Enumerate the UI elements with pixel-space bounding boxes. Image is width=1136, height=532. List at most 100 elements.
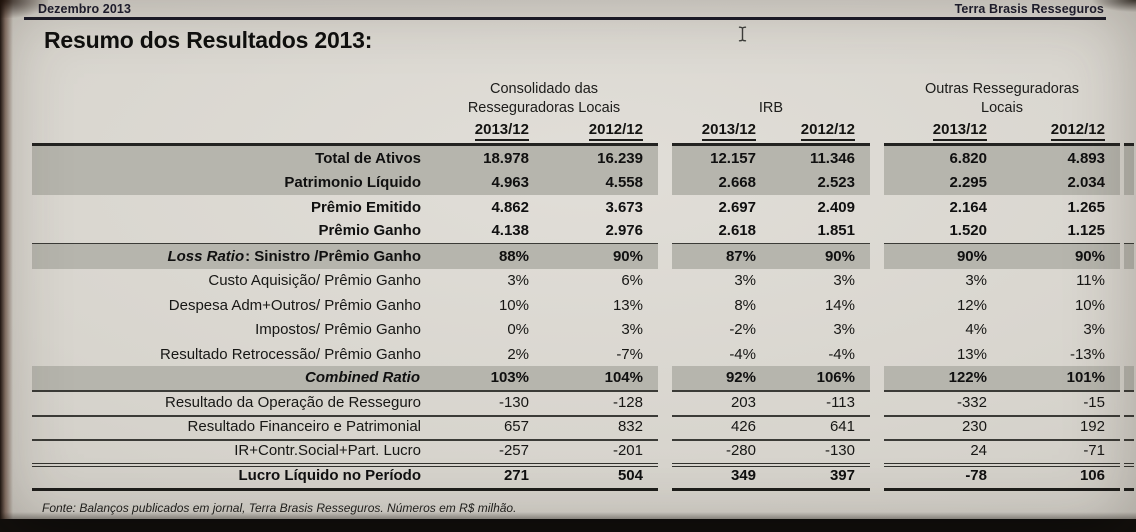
- cell-value: 11.346: [771, 146, 870, 171]
- cell-value: 203: [672, 390, 771, 417]
- row-label: Prêmio Ganho: [32, 219, 430, 245]
- cell-value: 106%: [771, 365, 870, 392]
- column-gap: [658, 440, 672, 465]
- cell-value: 12.157: [672, 146, 771, 171]
- cell-value: 11%: [1076, 272, 1105, 290]
- cell-value: -257: [430, 438, 544, 467]
- cell-value: 349: [672, 463, 771, 491]
- cell-value: 101%: [1002, 365, 1120, 392]
- cell-value: 6%: [621, 272, 643, 290]
- column-gap: [870, 195, 884, 220]
- cell-value: 2.523: [771, 170, 870, 195]
- cell-value: -130: [771, 438, 870, 467]
- cell-value: 87%: [672, 244, 771, 269]
- column-gap: [870, 171, 884, 196]
- cell-value: 2.295: [884, 170, 1002, 195]
- cell-value: 18.978: [430, 146, 544, 171]
- row-label: Resultado da Operação de Resseguro: [32, 390, 430, 417]
- cell-value: 2.409: [817, 198, 855, 216]
- column-gap: [658, 121, 672, 146]
- table-row: Despesa Adm+Outros/ Prêmio Ganho 10% 13% 8%…: [32, 293, 1134, 318]
- cell-value: -280: [672, 438, 771, 467]
- cell-value: -130: [430, 390, 544, 417]
- cell-value: -71: [1002, 438, 1120, 467]
- cell-value: 1.520: [884, 219, 1002, 245]
- cell-value: 13%: [612, 296, 643, 314]
- column-gap: [658, 293, 672, 318]
- table-edge-stub: [1124, 342, 1134, 367]
- cell-value: 3%: [833, 321, 855, 339]
- cell-value: 10%: [1074, 296, 1105, 314]
- cell-value: 2.618: [672, 219, 771, 245]
- cell-value: 90%: [544, 244, 658, 269]
- table-row: Total de Ativos 18.978 16.239 12.157 11.346 6…: [32, 146, 1134, 171]
- column-gap: [870, 465, 884, 490]
- row-label: Loss Ratio: Sinistro /Prêmio Ganho: [32, 244, 430, 269]
- table-row: Loss Ratio: Sinistro /Prêmio Ganho 88% 90%…: [32, 244, 1134, 269]
- cell-value: 2.034: [1002, 170, 1120, 195]
- table-row: Combined Ratio 103% 104% 92% 106% 122% 101%: [32, 365, 1134, 392]
- cell-value: 4.862: [491, 198, 529, 216]
- cell-value: 3%: [621, 321, 643, 339]
- table-edge-stub: [1124, 195, 1134, 220]
- cell-value: 230: [884, 415, 1002, 441]
- column-gap: [870, 220, 884, 245]
- column-gap: [658, 391, 672, 416]
- cell-value: -201: [544, 438, 658, 467]
- cell-value: 2.976: [544, 219, 658, 245]
- row-label: Lucro Líquido no Período: [32, 463, 430, 491]
- cell-value: 88%: [430, 244, 544, 269]
- column-gap: [658, 416, 672, 441]
- column-group-header: IRB: [758, 100, 784, 116]
- cell-value: 2.164: [949, 198, 987, 216]
- year-header: 2012/12: [800, 121, 855, 141]
- cell-value: 1.851: [771, 219, 870, 245]
- cell-value: 4.558: [544, 170, 658, 195]
- cell-value: 641: [771, 415, 870, 441]
- table-edge-stub: [1124, 463, 1134, 491]
- year-header-cell: 2012/12: [1002, 118, 1120, 146]
- cell-value: 4%: [965, 321, 987, 339]
- cell-value: -7%: [616, 345, 643, 363]
- column-gap: [658, 342, 672, 367]
- cell-value: 3.673: [605, 198, 643, 216]
- cell-value: 3%: [965, 272, 987, 290]
- photo-edge-left: [0, 0, 13, 532]
- row-label: Despesa Adm+Outros/ Prêmio Ganho: [168, 296, 421, 314]
- table-row: IR+Contr.Social+Part. Lucro -257 -201 -280-…: [32, 438, 1134, 467]
- table-row: Resultado da Operação de Resseguro -130 -1…: [32, 390, 1134, 417]
- cell-value: 397: [771, 463, 870, 491]
- year-header-cell: 2012/12: [544, 118, 658, 146]
- cell-value: 1.265: [1067, 198, 1105, 216]
- cell-value: 0%: [507, 321, 529, 339]
- photo-edge-bottom: [0, 519, 1136, 532]
- column-gap: [870, 318, 884, 343]
- row-label: Prêmio Emitido: [310, 198, 421, 216]
- table-row: Lucro Líquido no Período 271 504 349 397 -78 1…: [32, 463, 1134, 491]
- cell-value: -13%: [1069, 345, 1105, 363]
- cell-value: 2%: [507, 345, 529, 363]
- column-gap: [870, 416, 884, 441]
- table-row: Resultado Retrocessão/ Prêmio Ganho 2% -7%…: [32, 342, 1134, 367]
- column-gap: [870, 367, 884, 392]
- row-label: Combined Ratio: [32, 365, 430, 392]
- row-label: Resultado Retrocessão/ Prêmio Ganho: [160, 345, 421, 363]
- column-group-header: Outras Resseguradoras Locais: [925, 81, 1079, 116]
- cell-value: -128: [544, 390, 658, 417]
- cell-value: 4.893: [1002, 146, 1120, 171]
- table-row: Resultado Financeiro e Patrimonial 657 832…: [32, 416, 1134, 441]
- cell-value: 504: [544, 463, 658, 491]
- row-label: Total de Ativos: [32, 146, 430, 171]
- column-gap: [870, 269, 884, 294]
- cell-value: 24: [884, 438, 1002, 467]
- cell-value: 90%: [1002, 244, 1120, 269]
- column-gap: [658, 269, 672, 294]
- cell-value: 657: [430, 415, 544, 441]
- cell-value: -4%: [828, 345, 855, 363]
- column-gap: [658, 171, 672, 196]
- table-edge-stub: [1124, 170, 1134, 195]
- table-row: Prêmio Ganho 4.138 2.976 2.618 1.851 1.520 1.1…: [32, 220, 1134, 245]
- cell-value: 14%: [824, 296, 855, 314]
- cell-value: 103%: [430, 365, 544, 392]
